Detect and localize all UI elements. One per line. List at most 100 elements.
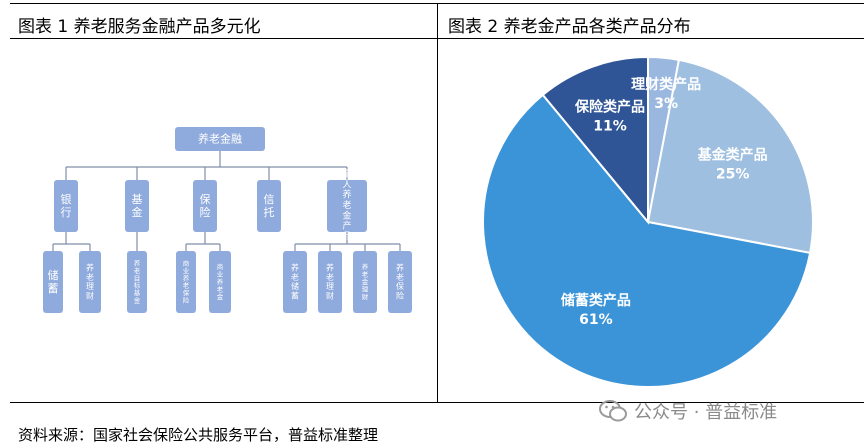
org-node-leaf-3-1-label: 保 bbox=[183, 288, 190, 297]
org-chart-connectors bbox=[52, 151, 401, 251]
pie-slice-4 bbox=[541, 55, 649, 225]
org-node-branch-1: 银行 bbox=[54, 180, 78, 232]
org-node-branch-5-label: 个 bbox=[342, 169, 351, 180]
org-node-leaf-5-3-label: 金 bbox=[362, 277, 369, 286]
org-node-leaf-5-1-label: 储 bbox=[291, 281, 299, 291]
org-node-leaf-5-2-label: 老 bbox=[326, 272, 334, 282]
org-node-leaf-2-1-label: 基 bbox=[134, 288, 141, 297]
org-node-leaf-3-2-label: 老 bbox=[217, 284, 224, 293]
org-node-leaf-3-1-label: 老 bbox=[183, 281, 190, 290]
org-node-leaf-3-2-label: 业 bbox=[217, 270, 224, 279]
org-node-leaf-1-2-label: 财 bbox=[86, 290, 94, 300]
org-node-branch-5-label: 品 bbox=[342, 231, 351, 242]
org-node-leaf-5-1-label: 老 bbox=[291, 272, 299, 282]
panel-divider bbox=[437, 3, 438, 403]
org-node-leaf-3-1-label: 养 bbox=[183, 273, 190, 282]
pie-label-3-name: 储蓄类产品 bbox=[560, 292, 631, 309]
org-node-leaf-2-1-label: 养 bbox=[134, 258, 141, 267]
org-node-leaf-5-1-label: 蓄 bbox=[291, 290, 299, 300]
org-node-leaf-3-1-label: 商 bbox=[183, 258, 190, 267]
org-node-leaf-3-1-label: 业 bbox=[183, 266, 190, 275]
org-node-leaf-1-2-label: 理 bbox=[86, 282, 94, 291]
org-node-branch-4-box bbox=[257, 180, 281, 232]
org-node-root: 养老金融 bbox=[175, 127, 265, 151]
org-node-leaf-5-3-label: 养 bbox=[362, 262, 369, 271]
org-node-branch-4: 信托 bbox=[257, 180, 281, 232]
pie-label-4-name: 保险类产品 bbox=[574, 98, 645, 115]
org-node-branch-4-label: 信 bbox=[264, 193, 275, 206]
org-node-branch-5-label: 老 bbox=[342, 199, 351, 211]
left-caption: 图表 1 养老服务金融产品多元化 bbox=[18, 17, 261, 37]
pie-slices bbox=[482, 55, 815, 388]
org-node-branch-2-label: 金 bbox=[132, 205, 143, 219]
org-node-leaf-5-3-box bbox=[353, 251, 377, 313]
org-node-branch-3-label: 保 bbox=[200, 192, 211, 206]
org-node-branch-2-label: 基 bbox=[132, 193, 143, 206]
pie-label-1-value: 3% bbox=[654, 96, 678, 112]
org-node-branch-3: 保险 bbox=[193, 180, 217, 232]
org-node-leaf-5-4-label: 保 bbox=[396, 281, 404, 291]
org-node-branch-1-label: 行 bbox=[61, 206, 72, 219]
org-node-leaf-1-2-label: 养 bbox=[86, 263, 94, 273]
org-node-leaf-5-4-label: 险 bbox=[396, 290, 404, 300]
org-node-branch-4-label: 托 bbox=[264, 205, 275, 219]
pie-slice-3 bbox=[482, 93, 812, 388]
org-node-branch-1-box bbox=[54, 180, 78, 232]
org-node-leaf-1-1-label: 储 bbox=[48, 268, 59, 282]
org-node-branch-2: 基金 bbox=[125, 180, 149, 232]
org-node-leaf-1-1: 储蓄 bbox=[43, 251, 63, 313]
org-node-leaf-2-1-label: 标 bbox=[134, 281, 141, 290]
org-node-root-label: 养老金融 bbox=[198, 132, 242, 146]
org-node-branch-3-box bbox=[193, 180, 217, 232]
org-node-leaf-2-1-label: 目 bbox=[134, 274, 141, 282]
org-node-leaf-2-1-box bbox=[127, 251, 147, 313]
pie-label-2-name: 基金类产品 bbox=[698, 146, 768, 163]
org-node-leaf-3-1-box bbox=[176, 251, 196, 313]
wechat-icon bbox=[599, 400, 627, 422]
org-node-branch-5-label: 人 bbox=[342, 179, 351, 190]
org-node-leaf-5-1-box bbox=[283, 251, 307, 313]
org-node-leaf-5-1-label: 养 bbox=[291, 263, 299, 273]
org-node-leaf-3-2-label: 金 bbox=[217, 292, 224, 301]
org-node-branch-3-label: 险 bbox=[200, 205, 211, 219]
org-node-leaf-5-4-label: 养 bbox=[396, 263, 404, 273]
org-node-leaf-5-3-label: 老 bbox=[362, 270, 369, 279]
pie-label-3-value: 61% bbox=[579, 312, 613, 328]
org-node-leaf-2-1-label: 老 bbox=[134, 266, 141, 275]
org-node-leaf-5-3-label: 财 bbox=[362, 292, 369, 301]
org-node-leaf-1-1-box bbox=[43, 251, 63, 313]
org-chart: 养老金融银行储蓄养老理财基金养老目标基金保险商业养老保险商业养老金信托个人养老金… bbox=[43, 127, 412, 313]
org-node-leaf-3-1-label: 险 bbox=[183, 296, 190, 305]
org-node-leaf-5-2-label: 理 bbox=[326, 282, 334, 291]
right-caption: 图表 2 养老金产品各类产品分布 bbox=[448, 17, 691, 37]
org-node-leaf-2-1-label: 金 bbox=[134, 296, 141, 305]
pie-labels: 理财类产品 3% 基金类产品 25% 储蓄类产品 61% 保险类产品 11% bbox=[560, 76, 768, 328]
org-node-leaf-5-3-label: 理 bbox=[362, 285, 369, 293]
org-node-branch-5-label: 金 bbox=[342, 209, 351, 221]
org-node-leaf-5-2-box bbox=[318, 251, 342, 313]
pie-slice-2 bbox=[646, 58, 815, 255]
org-node-root-box bbox=[175, 127, 265, 151]
org-node-branch-2-box bbox=[125, 180, 149, 232]
pie-label-4-value: 11% bbox=[593, 118, 627, 134]
pie-label-2-value: 25% bbox=[716, 166, 750, 182]
org-node-branch-1-label: 银 bbox=[61, 192, 72, 206]
org-node-leaf-3-2-box bbox=[209, 251, 231, 313]
org-node-branch-5-label: 产 bbox=[342, 220, 351, 232]
org-node-leaf-1-2-label: 老 bbox=[86, 272, 94, 282]
pie-label-1-name: 理财类产品 bbox=[631, 76, 701, 93]
pie-chart: 理财类产品 3% 基金类产品 25% 储蓄类产品 61% 保险类产品 11% bbox=[482, 55, 815, 388]
org-node-leaf-1-1-label: 蓄 bbox=[48, 282, 59, 295]
org-node-leaf-3-2-label: 商 bbox=[217, 262, 224, 271]
org-chart-nodes: 养老金融银行储蓄养老理财基金养老目标基金保险商业养老保险商业养老金信托个人养老金… bbox=[43, 127, 412, 313]
org-node-leaf-1-2-box bbox=[79, 251, 101, 313]
org-node-leaf-3-2-label: 养 bbox=[217, 277, 224, 286]
org-node-leaf-5-2-label: 养 bbox=[326, 263, 334, 273]
